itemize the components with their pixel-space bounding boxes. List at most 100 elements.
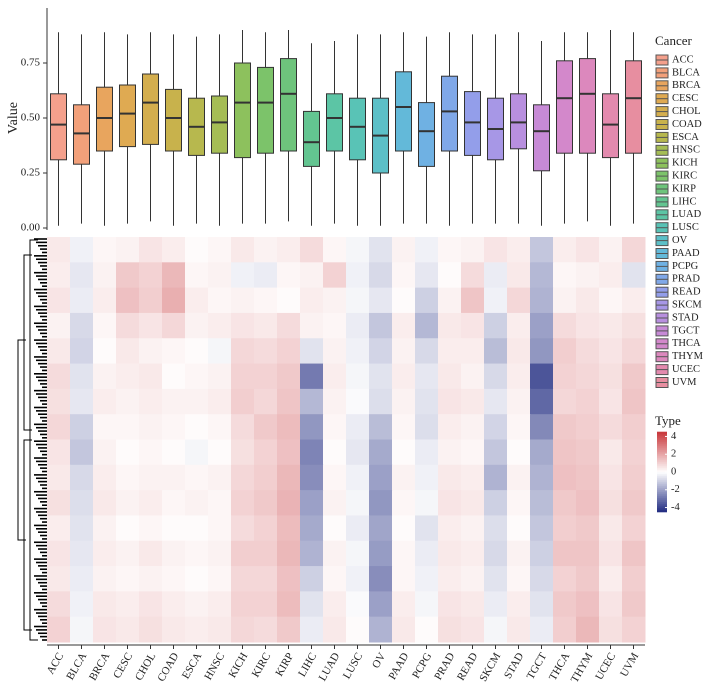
heat-cell <box>576 414 600 440</box>
box <box>142 73 159 145</box>
box <box>533 104 550 172</box>
heat-cell <box>622 312 646 339</box>
heat-cell <box>530 464 554 491</box>
heat-cell <box>139 490 163 516</box>
legend-item: PCPG <box>655 261 699 272</box>
heat-cell <box>415 388 439 415</box>
heat-cell <box>208 312 232 339</box>
heat-cell <box>622 464 646 491</box>
heat-cell <box>415 540 439 567</box>
heat-cell <box>277 464 301 491</box>
colorbar <box>657 457 667 461</box>
heat-cell <box>231 237 255 263</box>
heat-cell <box>438 287 462 314</box>
legend-item: READ <box>655 287 701 298</box>
heat-cell <box>507 490 531 516</box>
heat-cell <box>622 262 646 289</box>
heat-cell <box>346 312 370 339</box>
legend-item: TGCT <box>655 325 700 337</box>
heat-cell <box>185 287 209 314</box>
heat-cell <box>277 237 301 263</box>
heat-cell <box>507 616 531 643</box>
heat-cell <box>530 490 554 516</box>
heat-cell <box>599 439 623 466</box>
heat-cell <box>231 388 255 415</box>
heat-cell <box>461 363 485 390</box>
legend-item: UCEC <box>655 364 700 376</box>
colorbar <box>657 449 667 453</box>
heat-cell <box>369 439 393 466</box>
colorbar <box>657 483 667 487</box>
legend-label: PAAD <box>672 248 700 259</box>
x-tick-label: BRCA <box>87 651 112 683</box>
colorbar <box>657 509 667 513</box>
heat-cell <box>622 566 646 592</box>
x-tick-label: THYM <box>569 651 596 685</box>
heat-cell <box>93 414 117 440</box>
heat-cell <box>599 287 623 314</box>
heat-cell <box>392 515 416 542</box>
heat-cell <box>576 237 600 263</box>
heat-cell <box>254 464 278 491</box>
heat-cell <box>507 566 531 592</box>
heat-cell <box>461 237 485 263</box>
heat-cell <box>553 388 577 415</box>
heat-cell <box>300 591 324 618</box>
heat-cell <box>208 490 232 516</box>
legend-label: KIRP <box>672 183 696 194</box>
heat-cell <box>576 464 600 491</box>
heat-cell <box>277 439 301 466</box>
heat-cell <box>507 312 531 339</box>
heat-cell <box>323 363 347 390</box>
x-tick-label: LIHC <box>296 651 319 679</box>
legend-label: LUAD <box>672 209 702 220</box>
heat-cell <box>438 616 462 643</box>
heat-cell <box>438 540 462 567</box>
heat-cell <box>507 338 531 365</box>
heat-cell <box>576 616 600 643</box>
heat-cell <box>622 237 646 263</box>
heat-cell <box>70 414 94 440</box>
heat-cell <box>576 338 600 365</box>
heat-cell <box>415 591 439 618</box>
x-tick-label: STAD <box>502 651 526 681</box>
heat-cell <box>323 414 347 440</box>
heat-cell <box>507 591 531 618</box>
heat-cell <box>369 566 393 592</box>
heat-cell <box>277 540 301 567</box>
colorbar-tick-label: 0 <box>671 466 676 477</box>
colorbar-tick-label: 2 <box>671 449 676 460</box>
heat-cell <box>300 566 324 592</box>
heat-cell <box>139 464 163 491</box>
heat-cell <box>231 439 255 466</box>
heat-cell <box>576 363 600 390</box>
heat-cell <box>185 312 209 339</box>
y-tick-label: 0.25 <box>21 167 41 179</box>
heat-cell <box>415 616 439 643</box>
heat-cell <box>231 363 255 390</box>
heat-cell <box>369 540 393 567</box>
legend-label: THYM <box>672 351 704 362</box>
heat-cell <box>461 540 485 567</box>
heat-cell <box>438 414 462 440</box>
x-tick-label: KICH <box>226 651 250 680</box>
heat-cell <box>369 338 393 365</box>
heat-cell <box>369 363 393 390</box>
heat-cell <box>93 338 117 365</box>
heat-cell <box>116 388 140 415</box>
colorbar <box>657 437 667 441</box>
heat-cell <box>185 591 209 618</box>
heat-cell <box>323 490 347 516</box>
heat-cell <box>162 262 186 289</box>
heat-cell <box>369 490 393 516</box>
heat-cell <box>277 490 301 516</box>
heat-cell <box>599 616 623 643</box>
heat-cell <box>599 540 623 567</box>
heat-cell <box>254 566 278 592</box>
heat-cell <box>576 287 600 314</box>
heat-cell <box>507 515 531 542</box>
heat-cell <box>70 439 94 466</box>
heat-cell <box>277 363 301 390</box>
heat-cell <box>346 439 370 466</box>
heat-cell <box>392 338 416 365</box>
